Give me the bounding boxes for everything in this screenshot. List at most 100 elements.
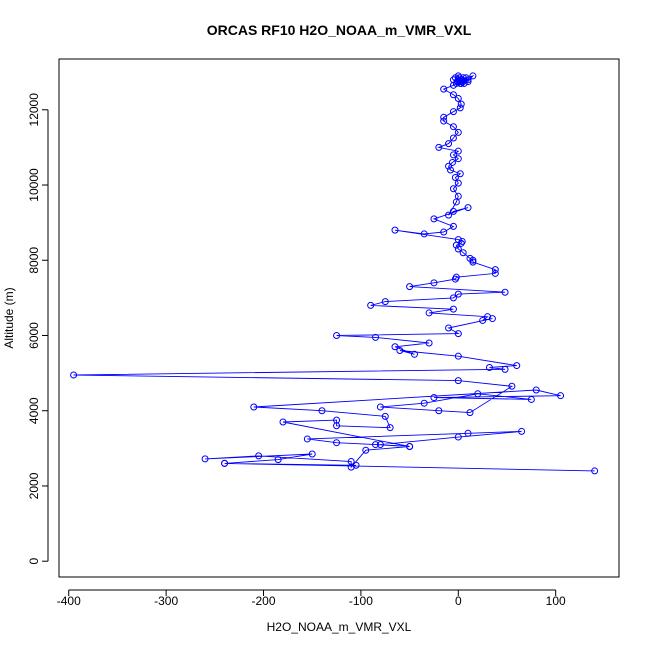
data-point xyxy=(406,442,414,450)
x-tick-label: 100 xyxy=(546,594,566,608)
y-tick-label: 8000 xyxy=(27,247,41,274)
data-point xyxy=(386,424,394,432)
data-point xyxy=(469,72,477,80)
data-point xyxy=(454,179,462,187)
data-point xyxy=(501,288,509,296)
data-point xyxy=(308,450,316,458)
data-point xyxy=(532,386,540,394)
data-point xyxy=(458,237,466,245)
data-point xyxy=(201,455,209,463)
data-point xyxy=(456,78,464,86)
data-point xyxy=(381,298,389,306)
series-line xyxy=(73,74,595,472)
data-point xyxy=(70,371,78,379)
data-point xyxy=(425,309,433,317)
data-point xyxy=(333,331,341,339)
data-point xyxy=(420,399,428,407)
data-point xyxy=(440,228,448,236)
data-point xyxy=(464,429,472,437)
data-point xyxy=(518,427,526,435)
data-point xyxy=(449,123,457,131)
data-point xyxy=(454,236,462,244)
data-point xyxy=(454,147,462,155)
data-point xyxy=(445,140,453,148)
data-point xyxy=(420,230,428,238)
plot-frame xyxy=(58,58,620,578)
data-point xyxy=(454,245,462,253)
data-point xyxy=(372,333,380,341)
data-point xyxy=(440,113,448,121)
y-tick-label: 12000 xyxy=(27,93,41,127)
data-point xyxy=(454,433,462,441)
data-point xyxy=(457,100,465,108)
data-point xyxy=(449,294,457,302)
data-point xyxy=(447,166,455,174)
x-tick-label: -300 xyxy=(154,594,178,608)
data-point xyxy=(449,134,457,142)
data-point xyxy=(454,155,462,163)
x-tick-label: 0 xyxy=(455,594,462,608)
data-point xyxy=(318,407,326,415)
data-point xyxy=(367,301,375,309)
data-point xyxy=(462,74,470,82)
data-point xyxy=(221,459,229,467)
data-point xyxy=(430,215,438,223)
data-point xyxy=(491,269,499,277)
data-point xyxy=(396,347,404,355)
data-point xyxy=(425,339,433,347)
data-point xyxy=(454,377,462,385)
data-point xyxy=(333,439,341,447)
x-tick-label: -400 xyxy=(57,594,81,608)
y-tick-label: 10000 xyxy=(27,168,41,202)
data-point xyxy=(391,226,399,234)
data-point xyxy=(527,395,535,403)
data-point xyxy=(445,324,453,332)
data-point xyxy=(440,85,448,93)
data-point xyxy=(406,283,414,291)
data-point xyxy=(449,108,457,116)
data-point xyxy=(454,192,462,200)
data-point xyxy=(464,204,472,212)
data-point xyxy=(485,363,493,371)
data-point xyxy=(451,173,459,181)
data-point xyxy=(474,390,482,398)
data-point xyxy=(391,343,399,351)
data-point xyxy=(454,330,462,338)
data-point xyxy=(458,76,466,84)
data-point xyxy=(479,316,487,324)
y-tick-label: 0 xyxy=(27,558,41,565)
x-tick-label: -200 xyxy=(252,594,276,608)
data-point xyxy=(376,441,384,449)
data-point xyxy=(449,222,457,230)
data-point xyxy=(279,418,287,426)
data-point xyxy=(303,435,311,443)
data-point xyxy=(591,467,599,475)
data-point xyxy=(435,407,443,415)
data-point xyxy=(449,207,457,215)
x-tick-label: -100 xyxy=(349,594,373,608)
data-point xyxy=(557,392,565,400)
data-point xyxy=(501,365,509,373)
data-point xyxy=(454,128,462,136)
x-axis-label: H2O_NOAA_m_VMR_VXL xyxy=(267,620,412,634)
data-point xyxy=(452,273,460,281)
y-axis-label: Altitude (m) xyxy=(2,287,16,348)
data-point xyxy=(448,158,456,166)
data-point xyxy=(449,305,457,313)
data-point xyxy=(376,403,384,411)
y-tick-label: 6000 xyxy=(27,322,41,349)
data-point xyxy=(274,456,282,464)
data-point xyxy=(347,463,355,471)
data-point xyxy=(430,394,438,402)
data-point xyxy=(449,91,457,99)
data-point xyxy=(454,352,462,360)
data-point xyxy=(445,162,453,170)
y-tick-label: 4000 xyxy=(27,397,41,424)
data-point xyxy=(410,350,418,358)
data-point xyxy=(456,104,464,112)
data-point xyxy=(484,313,492,321)
data-point xyxy=(440,117,448,125)
data-point xyxy=(430,279,438,287)
chart-title: ORCAS RF10 H2O_NOAA_m_VMR_VXL xyxy=(207,22,472,38)
